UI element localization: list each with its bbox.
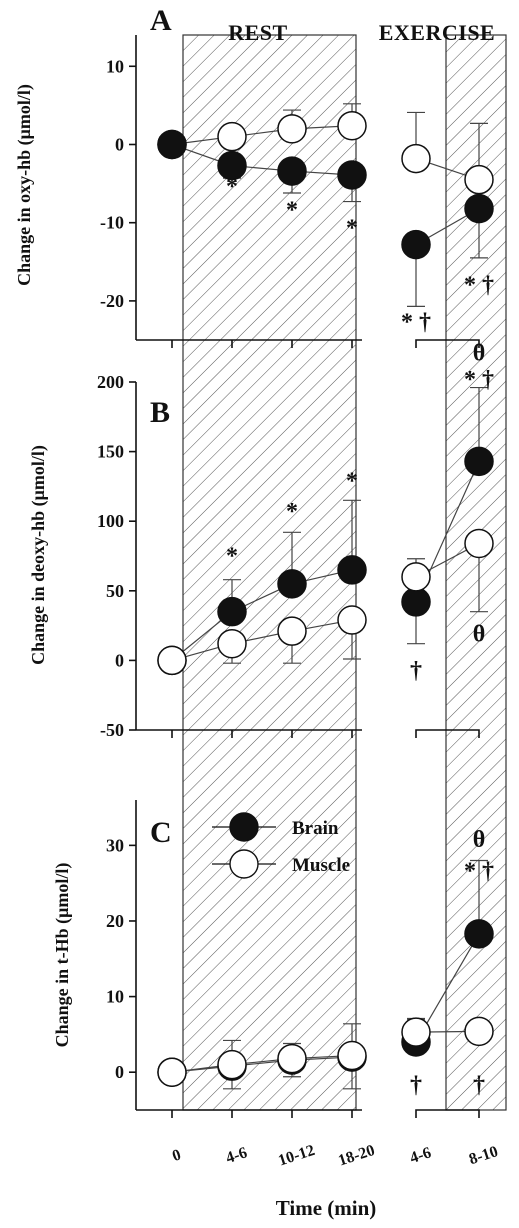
x-axis-exercise xyxy=(415,729,480,738)
y-tick-label: -20 xyxy=(100,291,124,311)
data-point-muscle xyxy=(464,1016,494,1047)
y-tick-label: 150 xyxy=(97,442,124,462)
significance-mark: * † xyxy=(401,309,431,335)
data-point-muscle xyxy=(464,528,494,559)
significance-mark: * xyxy=(226,174,238,200)
y-axis-title-c: Change in t-Hb (μmol/l) xyxy=(52,863,73,1048)
series-line-brain xyxy=(171,1056,353,1073)
data-point-muscle xyxy=(217,121,247,152)
data-point-brain xyxy=(337,555,367,585)
panel-letter-a: A xyxy=(150,4,172,37)
phase-label-rest: REST xyxy=(228,20,287,45)
y-tick-label: 0 xyxy=(115,650,124,670)
data-point-brain xyxy=(217,596,247,627)
x-axis-exercise xyxy=(415,1109,480,1118)
data-point-muscle xyxy=(337,110,367,141)
panel-letter-c: C xyxy=(150,816,172,849)
y-tick-label: 0 xyxy=(115,1062,124,1082)
data-point-muscle xyxy=(277,1043,307,1074)
significance-mark: † xyxy=(473,1073,485,1099)
series-line-muscle xyxy=(171,1054,353,1073)
legend: Brain Muscle xyxy=(212,812,350,879)
data-point-brain xyxy=(401,229,431,260)
panel-a: 10 0 -10 -20 * * * * † * † xyxy=(100,35,494,348)
data-point-brain xyxy=(277,156,307,186)
panel-letter-b: B xyxy=(150,396,170,429)
y-tick-label: 50 xyxy=(106,581,124,601)
data-point-muscle xyxy=(337,1040,367,1071)
significance-mark: θ xyxy=(473,827,486,853)
x-tick-label: 4-6 xyxy=(224,1144,250,1167)
panel-c: 30 20 10 0 θ * † † † xyxy=(106,800,494,1118)
significance-mark: * xyxy=(286,499,298,525)
data-point-brain xyxy=(157,129,187,160)
series-line-muscle xyxy=(171,125,353,146)
data-point-muscle xyxy=(401,562,431,592)
data-point-muscle xyxy=(217,628,247,659)
series-line-brain xyxy=(171,143,353,176)
significance-mark: * xyxy=(226,544,238,570)
significance-mark: * xyxy=(286,198,298,224)
y-tick-label: -50 xyxy=(100,720,124,740)
y-tick-label: 30 xyxy=(106,835,124,855)
legend-brain-marker xyxy=(229,812,259,842)
series-line-muscle xyxy=(171,619,353,661)
data-point-brain xyxy=(277,569,307,599)
data-point-muscle xyxy=(277,114,307,144)
data-point-muscle xyxy=(337,605,367,635)
y-tick-label: 10 xyxy=(106,987,124,1007)
rest-phase-shading xyxy=(182,34,357,1111)
y-tick-label: 0 xyxy=(115,134,124,154)
y-tick-label: 10 xyxy=(106,56,124,76)
y-axis-title-a: Change in oxy-hb (μmol/l) xyxy=(14,84,35,286)
significance-mark: * † xyxy=(464,367,494,393)
significance-mark: θ xyxy=(473,340,486,366)
significance-mark: † xyxy=(410,1073,422,1099)
y-tick-label: 200 xyxy=(97,372,124,392)
legend-muscle-marker xyxy=(229,849,259,879)
data-point-muscle xyxy=(217,1049,247,1080)
x-tick-label: 10-12 xyxy=(276,1142,317,1170)
data-point-brain xyxy=(217,150,247,181)
significance-mark: * † xyxy=(464,859,494,885)
significance-mark: † xyxy=(410,658,422,684)
x-tick-label: 8-10 xyxy=(467,1143,500,1168)
significance-mark: * xyxy=(346,216,358,242)
y-tick-label: 100 xyxy=(97,511,124,531)
y-tick-label: -10 xyxy=(100,213,124,233)
phase-label-exercise: EXERCISE xyxy=(379,20,495,45)
data-point-brain xyxy=(401,587,431,617)
significance-mark: θ xyxy=(473,622,486,648)
y-tick-label: 20 xyxy=(106,911,124,931)
legend-brain-label: Brain xyxy=(292,818,339,839)
x-tick-label: 18-20 xyxy=(336,1142,377,1170)
data-point-brain xyxy=(464,193,494,224)
data-point-muscle xyxy=(401,143,431,174)
x-tick-label: 4-6 xyxy=(408,1144,434,1167)
x-tick-label: 0 xyxy=(170,1146,183,1165)
data-point-muscle xyxy=(157,1057,187,1087)
series-line-brain xyxy=(171,569,353,661)
significance-mark: * † xyxy=(464,273,494,299)
data-point-muscle xyxy=(464,164,494,195)
legend-muscle-label: Muscle xyxy=(292,855,350,876)
plot-layer: 100-10-20**** †* †200150100500-50***†θ* … xyxy=(97,35,500,1170)
data-point-brain xyxy=(337,160,367,190)
data-point-brain xyxy=(464,919,494,949)
data-point-muscle xyxy=(157,645,187,676)
x-axis-title: Time (min) xyxy=(276,1196,377,1220)
y-axis-title-b: Change in deoxy-hb (μmol/l) xyxy=(28,445,49,665)
data-point-muscle xyxy=(277,616,307,646)
significance-mark: * xyxy=(346,468,358,494)
x-axis-exercise xyxy=(415,339,480,348)
data-point-muscle xyxy=(401,1017,431,1047)
data-point-brain xyxy=(464,446,494,477)
